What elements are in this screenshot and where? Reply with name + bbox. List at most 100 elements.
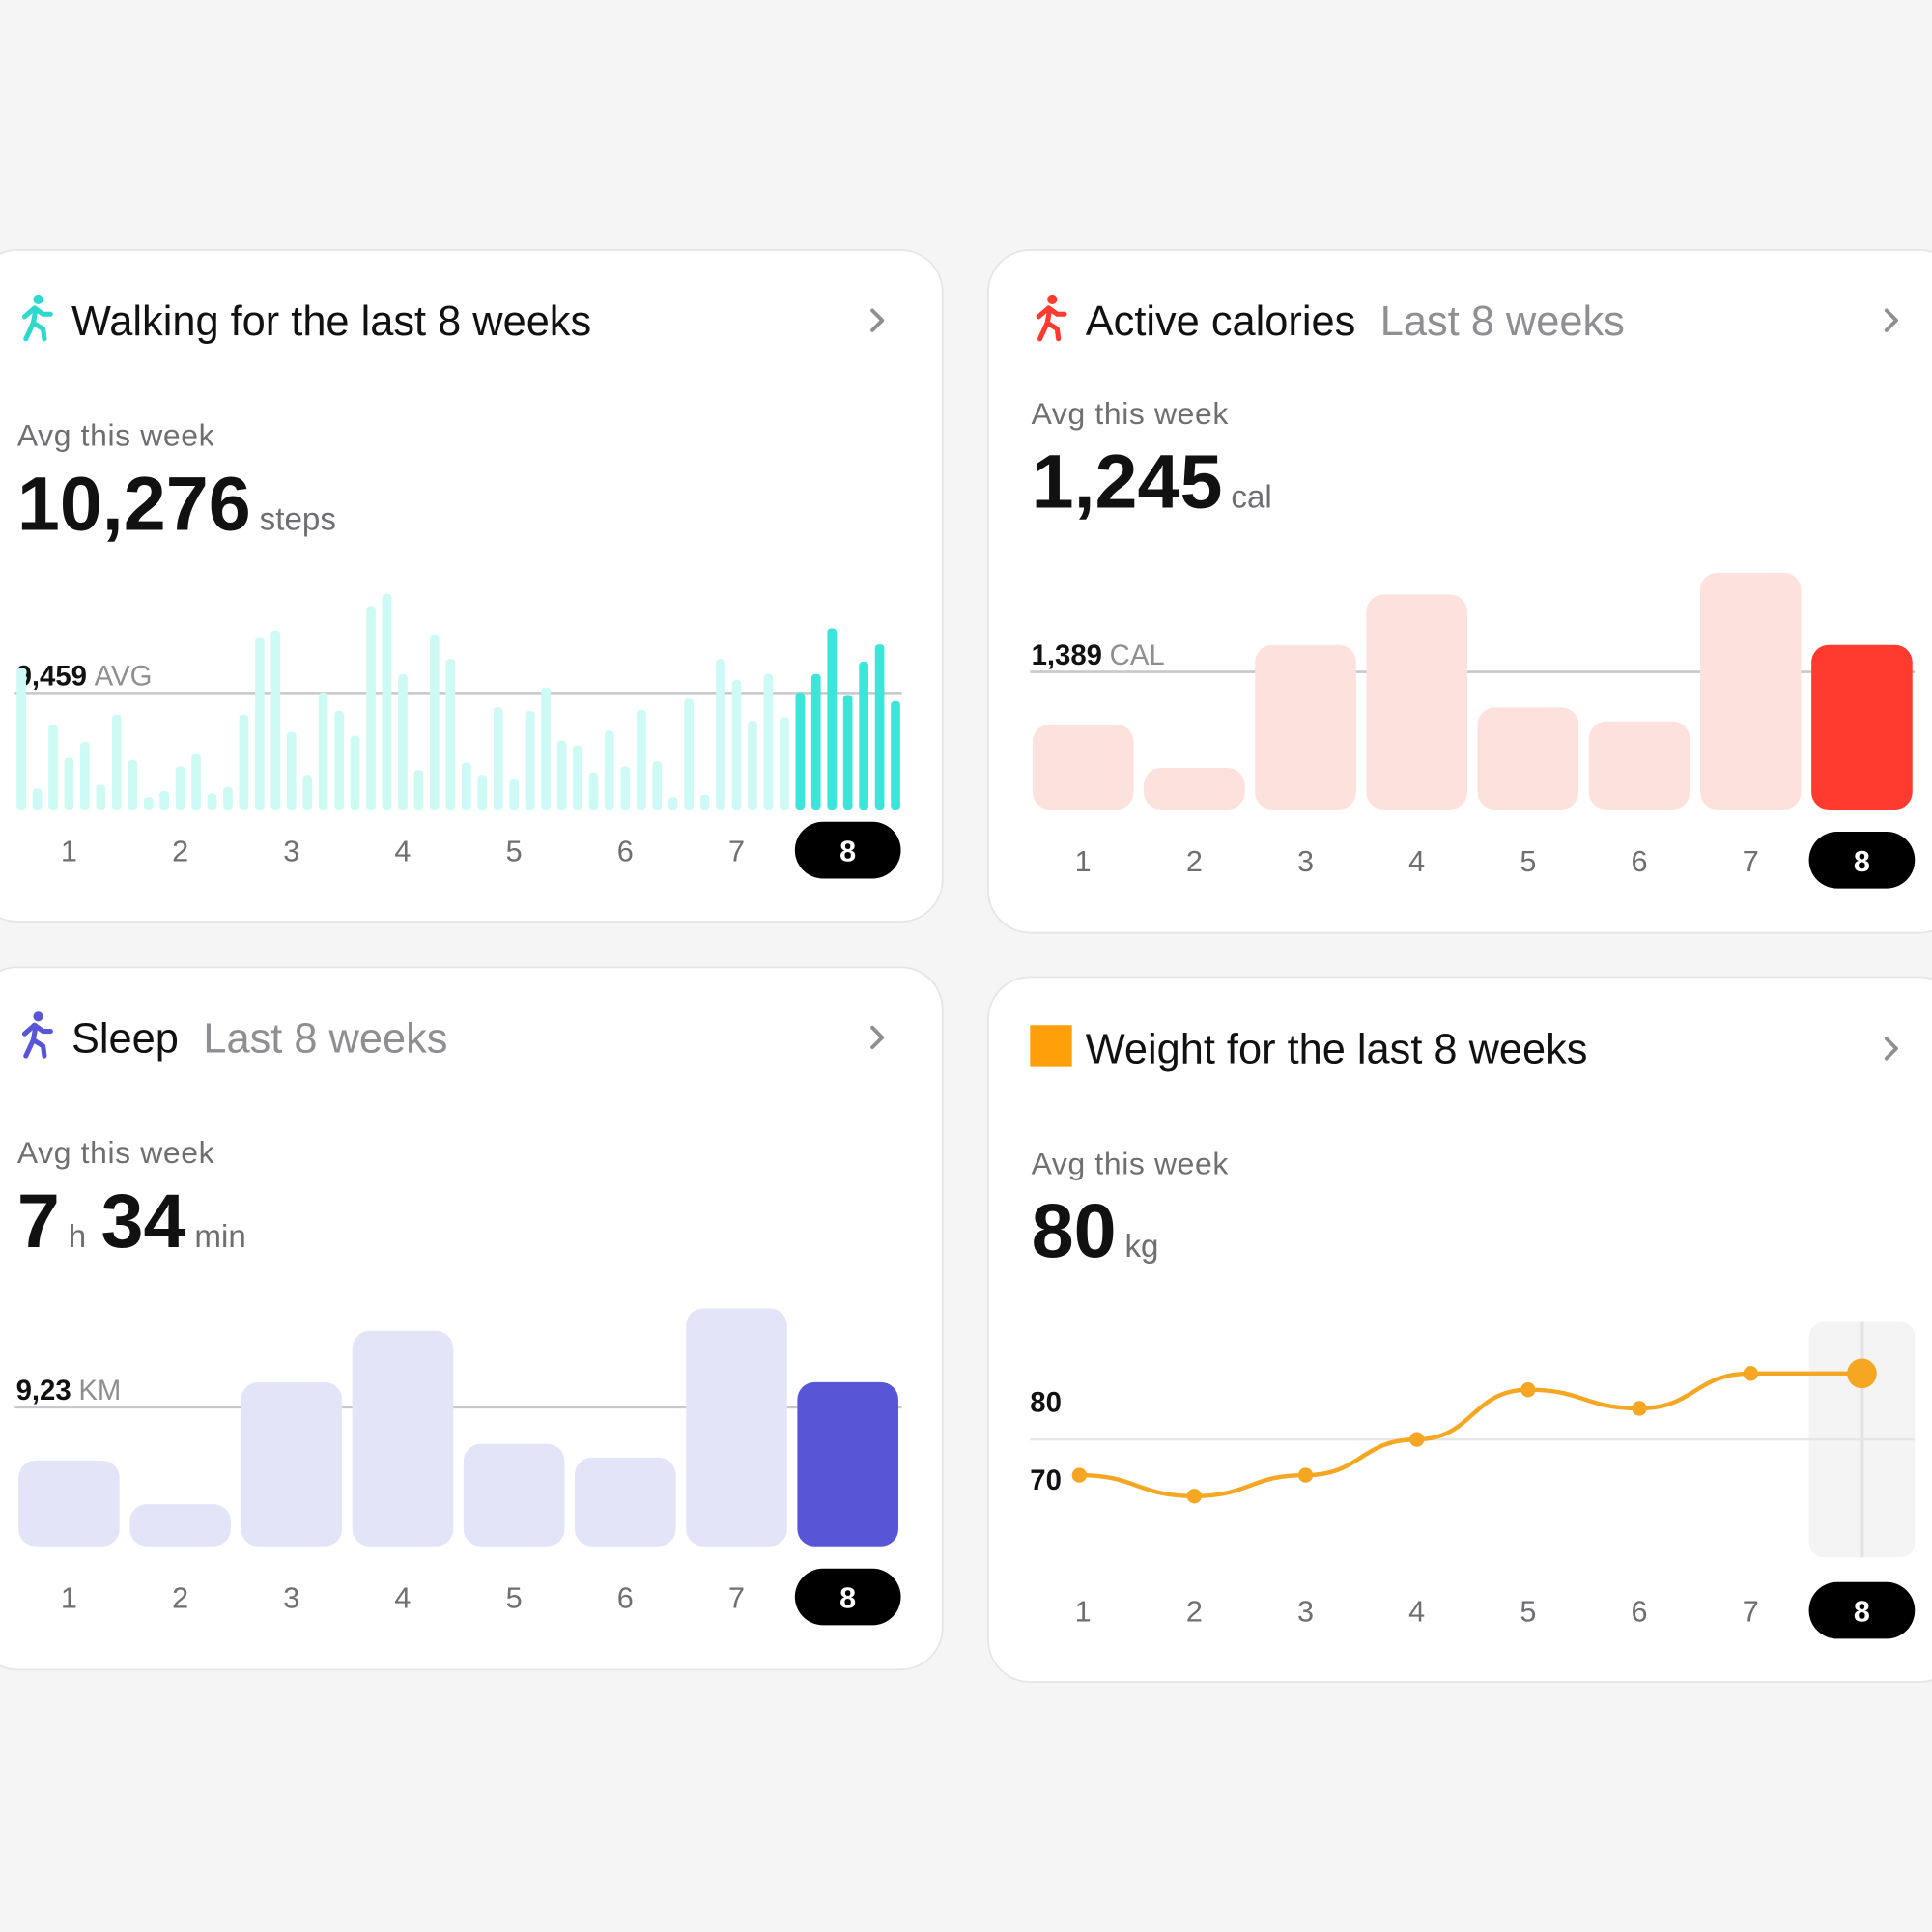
x-tick-label[interactable]: 3 [1297, 845, 1314, 878]
bar [111, 714, 122, 810]
bar [716, 659, 725, 810]
reference-label: 1,389 CAL [1032, 639, 1165, 671]
x-tick-label[interactable]: 5 [506, 1582, 523, 1615]
x-tick-label[interactable]: 6 [1632, 845, 1648, 878]
x-tick-label[interactable]: 8 [1854, 845, 1870, 878]
card-background [0, 966, 944, 1671]
bar [80, 741, 90, 810]
chevron[interactable] [870, 308, 885, 332]
chevron[interactable] [1884, 1037, 1898, 1061]
card[interactable]: Walking for the last 8 weeks Avg this wee… [0, 248, 944, 923]
x-tick-label[interactable]: 2 [1186, 1596, 1203, 1629]
bar [588, 772, 599, 810]
x-tick-label[interactable]: 2 [1186, 845, 1203, 878]
avg-label: Avg this week [17, 418, 214, 453]
bar [239, 714, 249, 810]
card-title: Walking for the last 8 weeks [71, 298, 591, 345]
reference-label: 9,459 AVG [16, 661, 153, 693]
icon-body [21, 305, 53, 342]
x-tick-label[interactable]: 5 [1520, 1596, 1536, 1629]
x-tick-label[interactable]: 6 [1632, 1596, 1648, 1629]
subtitle: Last 8 weeks [1380, 298, 1625, 345]
x-tick-label[interactable]: 5 [506, 836, 523, 868]
bar [175, 766, 185, 810]
selected-pill[interactable] [794, 821, 901, 879]
bar [605, 730, 614, 810]
x-tick-label[interactable]: 8 [839, 1582, 856, 1615]
point [1409, 1432, 1425, 1447]
chevron[interactable] [1884, 308, 1898, 332]
reference-value: 1,389 [1032, 639, 1102, 671]
x-tick-label[interactable]: 4 [1408, 1596, 1425, 1629]
card-background [987, 248, 1932, 934]
x-tick-label[interactable]: 1 [61, 836, 77, 868]
selected-pill[interactable] [794, 1568, 901, 1626]
point [1186, 1489, 1203, 1504]
bar [366, 606, 376, 810]
bar [874, 644, 885, 810]
bar [159, 790, 170, 810]
x-tick-label[interactable]: 4 [394, 836, 411, 868]
point [1632, 1401, 1647, 1416]
x-tick-label[interactable]: 4 [1408, 845, 1425, 878]
bar [795, 692, 806, 810]
x-tick-label[interactable]: 8 [839, 836, 856, 868]
title: Sleep [71, 1015, 179, 1062]
bar [223, 787, 233, 810]
x-tick-label[interactable]: 1 [1075, 1596, 1092, 1629]
x-tick-label[interactable]: 3 [283, 1582, 299, 1615]
card[interactable]: Active calories Last 8 weeks Avg this week… [987, 248, 1932, 934]
x-tick-label[interactable]: 8 [1854, 1596, 1870, 1629]
bar [1255, 644, 1356, 810]
x-tick-label[interactable]: 7 [728, 1582, 745, 1615]
bar [780, 717, 789, 810]
bar [143, 797, 154, 810]
bar [573, 745, 582, 810]
bar [763, 673, 774, 810]
bar [255, 637, 265, 810]
headline-value: 7 [17, 1178, 60, 1264]
x-tick-label[interactable]: 2 [172, 836, 188, 868]
x-tick-label[interactable]: 1 [61, 1582, 77, 1615]
card[interactable]: Weight for the last 8 weeks Avg this week… [987, 976, 1932, 1684]
headline: 7 h 34 min [17, 1178, 246, 1264]
icon [1030, 1025, 1072, 1067]
chevron[interactable] [870, 1025, 885, 1050]
bar [270, 631, 281, 810]
bar [1699, 572, 1802, 810]
selected-pill[interactable] [1808, 1581, 1916, 1639]
bar [1477, 707, 1579, 810]
bar [350, 735, 360, 810]
bar [18, 1460, 120, 1547]
bar [207, 793, 217, 810]
bar [64, 757, 74, 810]
headline: 1,245 cal [1032, 439, 1272, 525]
x-tick-label[interactable]: 7 [1743, 845, 1759, 878]
selected-pill[interactable] [1808, 831, 1916, 889]
reference-label: 9,23 KM [16, 1375, 122, 1406]
headline-unit: h [69, 1219, 86, 1255]
x-tick-label[interactable]: 6 [617, 836, 634, 868]
x-tick-label[interactable]: 6 [617, 1582, 634, 1615]
x-tick-label[interactable]: 4 [394, 1582, 411, 1615]
x-tick-label[interactable]: 7 [1743, 1596, 1759, 1629]
x-tick-label[interactable]: 1 [1075, 845, 1092, 878]
bar [810, 673, 821, 810]
x-tick-label[interactable]: 3 [1297, 1596, 1314, 1629]
title: Active calories [1086, 298, 1356, 345]
x-tick-label[interactable]: 7 [728, 836, 745, 868]
headline-unit: kg [1124, 1229, 1158, 1264]
bar [859, 661, 868, 810]
icon [21, 1011, 53, 1059]
bar [731, 680, 742, 810]
bar [652, 761, 663, 810]
bar [891, 700, 900, 810]
x-tick-label[interactable]: 3 [283, 836, 299, 868]
x-tick-label[interactable]: 5 [1520, 845, 1536, 878]
bar [1811, 644, 1913, 810]
bar [541, 687, 551, 810]
bar [461, 762, 471, 810]
x-tick-label[interactable]: 2 [172, 1582, 188, 1615]
